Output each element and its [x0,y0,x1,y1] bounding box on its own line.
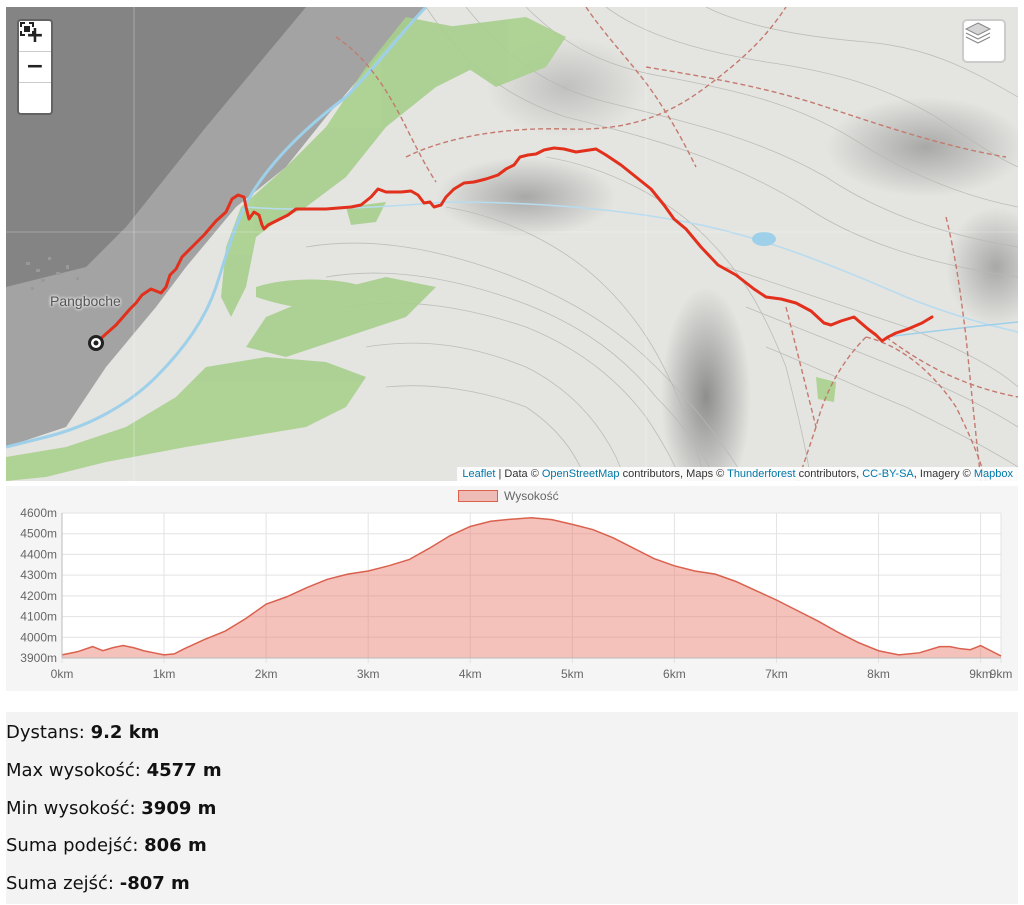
map-attribution: Leaflet | Data © OpenStreetMap contribut… [457,467,1018,481]
layers-button[interactable] [962,19,1006,63]
fullscreen-icon [20,22,34,36]
attribution-text: , Imagery © [913,468,974,480]
elevation-area [62,517,1001,658]
leaflet-link[interactable]: Leaflet [462,468,496,480]
zoom-control: + − [17,19,53,115]
y-tick-label: 4100m [20,610,57,624]
fullscreen-button[interactable] [19,22,51,113]
y-tick-label: 4400m [20,547,57,561]
zoom-out-button[interactable]: − [19,52,51,83]
track-layer [88,146,934,351]
x-tick-label: 5km [561,667,584,681]
stat-label: Dystans: [6,722,91,743]
chart-plot[interactable]: 4600m 4500m 4400m 4300m 4200m 4100m 4000m 3900m… [6,486,1018,691]
x-tick-label: 9km [969,667,992,681]
trails [335,7,1018,481]
x-tick-label: 6km [663,667,686,681]
chart-legend[interactable]: Wysokość [458,489,559,503]
y-tick-label: 4200m [20,589,57,603]
contour-lines [305,7,1018,481]
zoom-in-button[interactable]: + [19,21,51,52]
stat-max-elevation: Max wysokość: 4577 m [6,759,222,783]
stream [245,201,1018,333]
place-label: Pangboche [50,293,121,309]
stat-label: Max wysokość: [6,760,147,781]
stat-min-elevation: Min wysokość: 3909 m [6,797,216,821]
stat-value: -807 m [119,873,190,894]
elevation-chart[interactable]: Wysokość 4600m 4500m 4400m 4300m 4200m 4100m 4… [6,486,1018,691]
x-tick-label: 0km [51,667,74,681]
stat-total-ascent: Suma podejść: 806 m [6,834,207,858]
lake [752,232,776,246]
x-tick-label: 3km [357,667,380,681]
hill-shade-left-dark [6,7,306,287]
y-tick-label: 4500m [20,527,57,541]
stat-label: Suma zejść: [6,873,120,894]
legend-swatch [458,490,498,502]
thunderforest-link[interactable]: Thunderforest [727,468,796,480]
stat-value: 9.2 km [90,722,160,743]
hill-shade [436,157,616,237]
route-track[interactable] [96,146,934,343]
stream [885,321,1018,338]
map-view[interactable]: Pangboche + − Leaflet | Data © OpenStree… [6,7,1018,481]
stat-value: 3909 m [141,798,217,819]
stat-value: 806 m [144,835,207,856]
y-tick-label: 3900m [20,651,57,665]
elevation-line[interactable] [61,517,1002,657]
y-tick-label: 4000m [20,630,57,644]
attribution-text: contributors, Maps © [619,468,728,480]
map-tiles[interactable] [6,7,1018,481]
river [6,7,428,449]
start-marker-dot [93,340,99,346]
x-tick-label: 4km [459,667,482,681]
tile-grid [6,7,1018,481]
y-tick-label: 4600m [20,506,57,520]
x-tick-label: 2km [255,667,278,681]
track-stats: Dystans: 9.2 km Max wysokość: 4577 m Min… [6,712,1018,904]
x-tick-label: 1km [153,667,176,681]
stat-total-descent: Suma zejść: -807 m [6,872,190,896]
stat-label: Min wysokość: [6,798,142,819]
stat-value: 4577 m [146,760,222,781]
mapbox-link[interactable]: Mapbox [973,468,1013,480]
layers-icon [964,22,992,44]
forest-areas [6,17,836,481]
legend-label: Wysokość [504,489,559,503]
x-tick-label: 8km [867,667,890,681]
y-tick-label: 4300m [20,568,57,582]
hill-shade [661,287,751,481]
hill-shade [826,97,1018,197]
attribution-text: | Data © [495,468,542,480]
x-tick-label: 9km [990,667,1013,681]
x-tick-label: 7km [765,667,788,681]
attribution-text: contributors, [795,468,863,480]
stat-distance: Dystans: 9.2 km [6,721,159,745]
stat-label: Suma podejść: [6,835,145,856]
ccbysa-link[interactable]: CC-BY-SA [862,468,914,480]
hill-shade [946,207,1018,327]
village-buildings [26,257,79,290]
osm-link[interactable]: OpenStreetMap [541,468,620,480]
